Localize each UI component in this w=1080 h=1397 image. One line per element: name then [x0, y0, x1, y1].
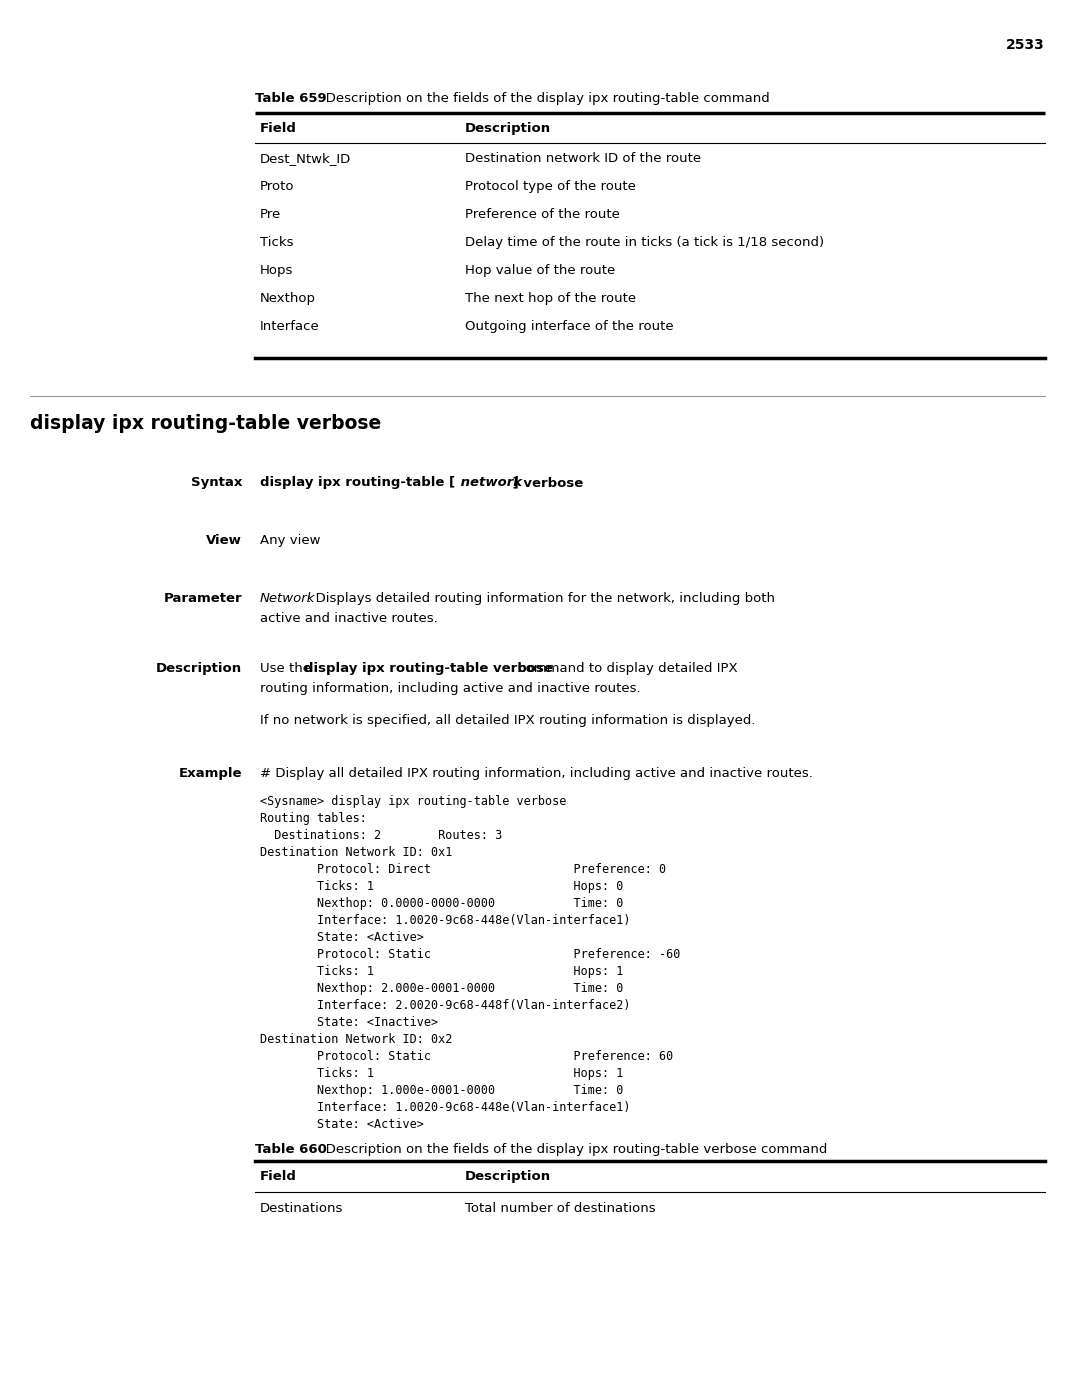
Text: Hop value of the route: Hop value of the route [465, 264, 616, 277]
Text: Outgoing interface of the route: Outgoing interface of the route [465, 320, 674, 332]
Text: Nexthop: 2.000e-0001-0000           Time: 0: Nexthop: 2.000e-0001-0000 Time: 0 [260, 982, 623, 995]
Text: Nexthop: Nexthop [260, 292, 316, 305]
Text: The next hop of the route: The next hop of the route [465, 292, 636, 305]
Text: <Sysname> display ipx routing-table verbose: <Sysname> display ipx routing-table verb… [260, 795, 566, 807]
Text: Destination Network ID: 0x2: Destination Network ID: 0x2 [260, 1032, 453, 1046]
Text: Protocol type of the route: Protocol type of the route [465, 180, 636, 193]
Text: Any view: Any view [260, 534, 321, 548]
Text: Description: Description [465, 1171, 551, 1183]
Text: Ticks: Ticks [260, 236, 294, 249]
Text: command to display detailed IPX: command to display detailed IPX [514, 662, 738, 675]
Text: Interface: 1.0020-9c68-448e(Vlan-interface1): Interface: 1.0020-9c68-448e(Vlan-interfa… [260, 1101, 631, 1113]
Text: : Displays detailed routing information for the network, including both: : Displays detailed routing information … [307, 592, 775, 605]
Text: active and inactive routes.: active and inactive routes. [260, 612, 437, 624]
Text: Destination network ID of the route: Destination network ID of the route [465, 152, 701, 165]
Text: display ipx routing-table [: display ipx routing-table [ [260, 476, 455, 489]
Text: Delay time of the route in ticks (a tick is 1/18 second): Delay time of the route in ticks (a tick… [465, 236, 824, 249]
Text: Use the: Use the [260, 662, 315, 675]
Text: display ipx routing-table verbose: display ipx routing-table verbose [303, 662, 553, 675]
Text: Interface: 1.0020-9c68-448e(Vlan-interface1): Interface: 1.0020-9c68-448e(Vlan-interfa… [260, 914, 631, 928]
Text: Destinations: 2        Routes: 3: Destinations: 2 Routes: 3 [260, 828, 502, 842]
Text: Syntax: Syntax [191, 476, 242, 489]
Text: Table 660: Table 660 [255, 1143, 327, 1155]
Text: State: <Active>: State: <Active> [260, 1118, 423, 1132]
Text: Parameter: Parameter [163, 592, 242, 605]
Text: Nexthop: 0.0000-0000-0000           Time: 0: Nexthop: 0.0000-0000-0000 Time: 0 [260, 897, 623, 909]
Text: State: <Inactive>: State: <Inactive> [260, 1016, 438, 1030]
Text: Interface: Interface [260, 320, 320, 332]
Text: Preference of the route: Preference of the route [465, 208, 620, 221]
Text: Ticks: 1                            Hops: 1: Ticks: 1 Hops: 1 [260, 1067, 623, 1080]
Text: Example: Example [178, 767, 242, 780]
Text: Protocol: Static                    Preference: -60: Protocol: Static Preference: -60 [260, 949, 680, 961]
Text: Proto: Proto [260, 180, 295, 193]
Text: ] verbose: ] verbose [508, 476, 583, 489]
Text: Interface: 2.0020-9c68-448f(Vlan-interface2): Interface: 2.0020-9c68-448f(Vlan-interfa… [260, 999, 631, 1011]
Text: Field: Field [260, 1171, 297, 1183]
Text: If no network is specified, all detailed IPX routing information is displayed.: If no network is specified, all detailed… [260, 714, 756, 726]
Text: Description on the fields of the display ipx routing-table command: Description on the fields of the display… [313, 92, 770, 105]
Text: network: network [456, 476, 522, 489]
Text: # Display all detailed IPX routing information, including active and inactive ro: # Display all detailed IPX routing infor… [260, 767, 813, 780]
Text: routing information, including active and inactive routes.: routing information, including active an… [260, 682, 640, 694]
Text: Ticks: 1                            Hops: 0: Ticks: 1 Hops: 0 [260, 880, 623, 893]
Text: Protocol: Static                    Preference: 60: Protocol: Static Preference: 60 [260, 1051, 673, 1063]
Text: Ticks: 1                            Hops: 1: Ticks: 1 Hops: 1 [260, 965, 623, 978]
Text: Hops: Hops [260, 264, 294, 277]
Text: View: View [206, 534, 242, 548]
Text: Nexthop: 1.000e-0001-0000           Time: 0: Nexthop: 1.000e-0001-0000 Time: 0 [260, 1084, 623, 1097]
Text: Destination Network ID: 0x1: Destination Network ID: 0x1 [260, 847, 453, 859]
Text: Destinations: Destinations [260, 1201, 343, 1215]
Text: display ipx routing-table verbose: display ipx routing-table verbose [30, 414, 381, 433]
Text: Description: Description [156, 662, 242, 675]
Text: Description on the fields of the display ipx routing-table verbose command: Description on the fields of the display… [313, 1143, 827, 1155]
Text: Routing tables:: Routing tables: [260, 812, 367, 826]
Text: Field: Field [260, 122, 297, 136]
Text: Table 659: Table 659 [255, 92, 326, 105]
Text: Pre: Pre [260, 208, 281, 221]
Text: Protocol: Direct                    Preference: 0: Protocol: Direct Preference: 0 [260, 863, 666, 876]
Text: State: <Active>: State: <Active> [260, 930, 423, 944]
Text: Description: Description [465, 122, 551, 136]
Text: Network: Network [260, 592, 315, 605]
Text: 2533: 2533 [1007, 38, 1045, 52]
Text: Dest_Ntwk_ID: Dest_Ntwk_ID [260, 152, 351, 165]
Text: Total number of destinations: Total number of destinations [465, 1201, 656, 1215]
